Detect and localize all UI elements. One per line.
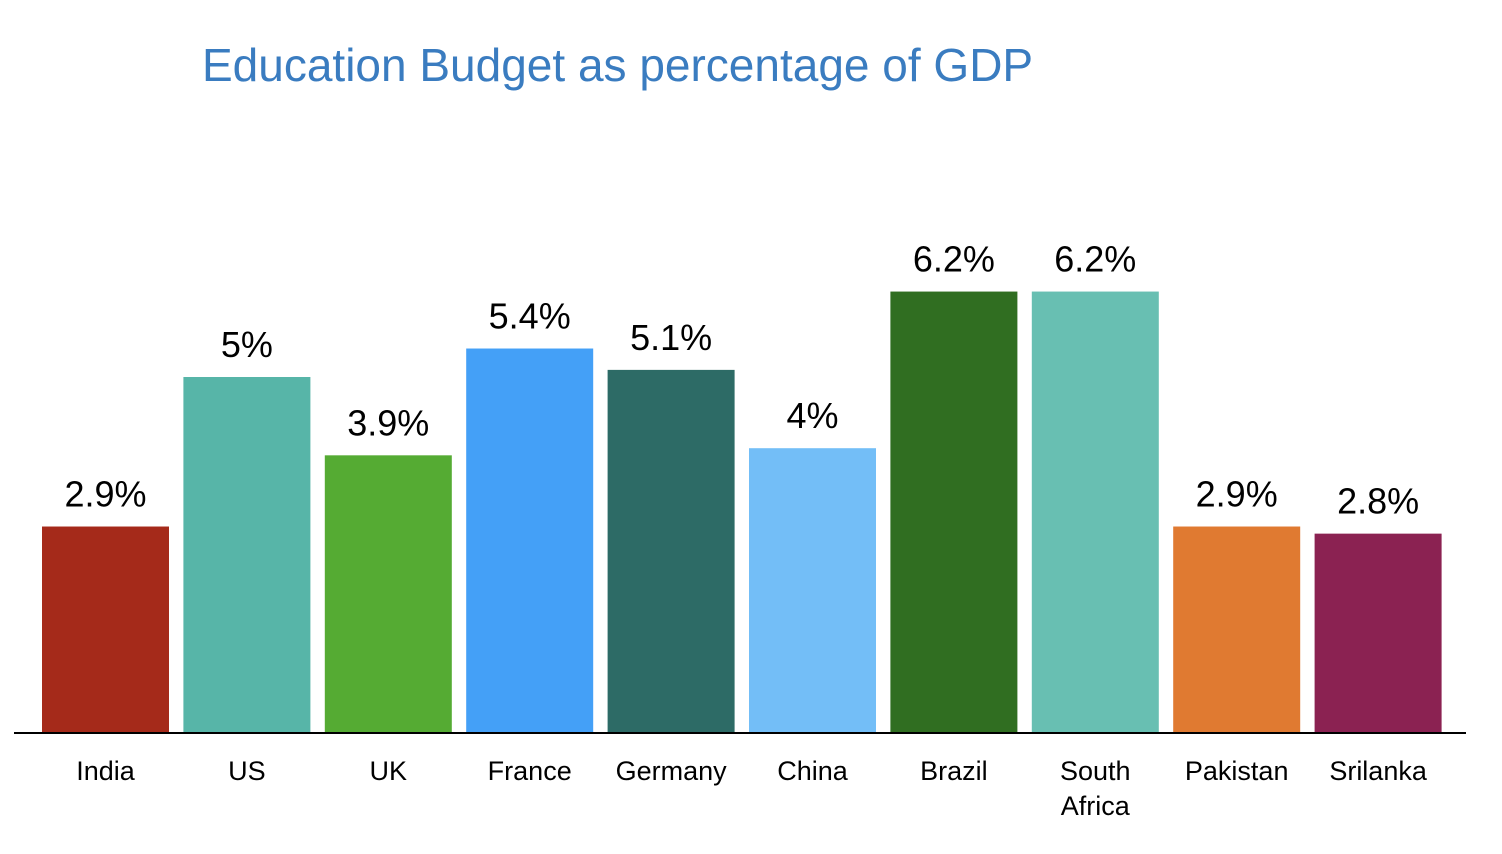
- x-tick-label-line: Germany: [616, 756, 728, 786]
- x-tick-label-line: South: [1060, 756, 1131, 786]
- data-label-uk: 3.9%: [347, 402, 429, 443]
- bar-france: [466, 348, 594, 733]
- x-tick-label-line: India: [76, 756, 136, 786]
- x-tick-label-line: Srilanka: [1329, 756, 1428, 786]
- x-tick-label-india: India: [76, 756, 136, 786]
- x-tick-label-line: UK: [370, 756, 408, 786]
- x-tick-label-us: US: [228, 756, 266, 786]
- x-tick-label-china: China: [777, 756, 849, 786]
- x-tick-label-germany: Germany: [616, 756, 728, 786]
- x-tick-label-line: US: [228, 756, 266, 786]
- data-label-us: 5%: [221, 324, 273, 365]
- data-label-india: 2.9%: [64, 474, 146, 515]
- x-tick-label-brazil: Brazil: [920, 756, 988, 786]
- x-tick-label-line: France: [488, 756, 572, 786]
- bars-layer: [42, 291, 1442, 733]
- x-tick-label-line: Brazil: [920, 756, 988, 786]
- data-label-south-africa: 6.2%: [1054, 239, 1136, 280]
- value-labels-layer: 2.9% 5% 3.9% 5.4% 5.1% 4% 6.2% 6.2% 2.9% 2.8%: [64, 239, 1419, 522]
- bar-us: [183, 377, 311, 733]
- x-tick-label-srilanka: Srilanka: [1329, 756, 1428, 786]
- x-tick-label-line: China: [777, 756, 849, 786]
- bar-srilanka: [1314, 533, 1442, 733]
- chart-title: Education Budget as percentage of GDP: [202, 39, 1034, 91]
- data-label-srilanka: 2.8%: [1337, 481, 1419, 522]
- bar-uk: [324, 455, 452, 733]
- bar-germany: [607, 369, 735, 733]
- x-tick-label-line: Pakistan: [1185, 756, 1289, 786]
- bar-brazil: [890, 291, 1018, 733]
- x-tick-label-france: France: [488, 756, 572, 786]
- bar-south-africa: [1031, 291, 1159, 733]
- data-label-pakistan: 2.9%: [1196, 474, 1278, 515]
- x-tick-label-uk: UK: [370, 756, 408, 786]
- bar-china: [749, 448, 876, 733]
- data-label-brazil: 6.2%: [913, 239, 995, 280]
- data-label-germany: 5.1%: [630, 317, 712, 358]
- x-tick-label-line: Africa: [1061, 791, 1131, 821]
- data-label-france: 5.4%: [489, 296, 571, 337]
- tick-labels-layer: India US UK France Germany China Brazil South Af…: [76, 756, 1428, 821]
- bar-pakistan: [1173, 526, 1301, 733]
- x-tick-label-pakistan: Pakistan: [1185, 756, 1289, 786]
- bar-india: [42, 526, 169, 733]
- x-tick-label-south-africa: South Africa: [1060, 756, 1131, 821]
- data-label-china: 4%: [786, 395, 838, 436]
